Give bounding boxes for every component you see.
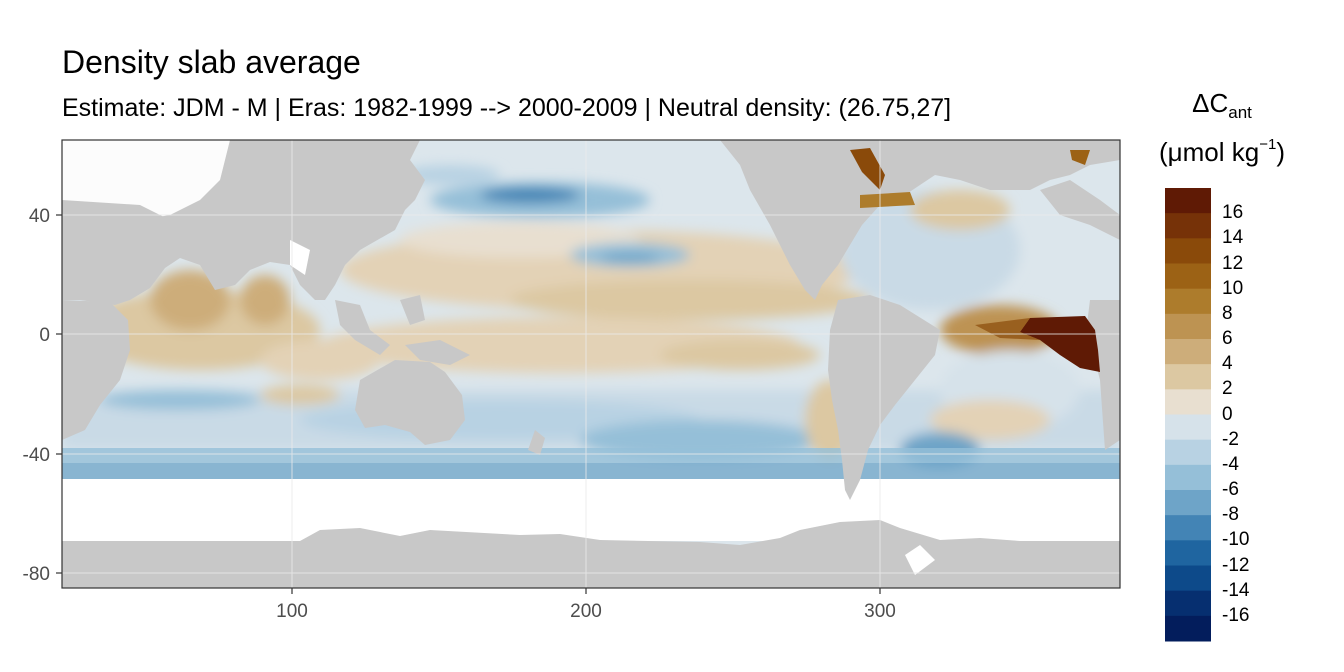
antarctica-landmass <box>62 520 1120 588</box>
legend-title-symbol: ΔC <box>1192 88 1229 118</box>
maritime-continent <box>335 300 390 355</box>
x-tick-label: 200 <box>570 601 602 622</box>
legend-label: -14 <box>1222 579 1250 601</box>
legend-label: 10 <box>1222 277 1244 299</box>
legend-swatch <box>1165 515 1211 541</box>
legend-swatch <box>1165 188 1211 214</box>
no-data-band <box>62 479 1120 541</box>
legend-swatch <box>1165 339 1211 365</box>
legend-swatch <box>1165 389 1211 415</box>
grid-lines <box>62 140 1120 588</box>
legend-label: 8 <box>1222 302 1233 324</box>
legend-label: 6 <box>1222 328 1233 349</box>
legend-swatch <box>1165 565 1211 592</box>
legend-swatch <box>1165 288 1211 315</box>
legend-swatch <box>1165 590 1211 617</box>
legend-label: -6 <box>1222 479 1239 500</box>
legend-swatch <box>1165 213 1211 239</box>
x-tick-label: 300 <box>864 601 896 622</box>
legend-swatch <box>1165 615 1211 642</box>
legend-label: 0 <box>1222 403 1233 425</box>
legend-unit-suffix: ) <box>1276 137 1285 167</box>
legend-label: -12 <box>1222 554 1250 576</box>
south-america-landmass <box>828 295 940 500</box>
legend-unit-superscript: −1 <box>1259 136 1277 153</box>
legend-label: 16 <box>1222 202 1244 224</box>
y-tick-label: -40 <box>23 445 50 466</box>
north-america-landmass <box>720 140 1120 300</box>
legend-label: -4 <box>1222 453 1239 475</box>
y-tick-label: 40 <box>29 206 50 227</box>
legend-swatch <box>1165 238 1211 264</box>
legend-label: -8 <box>1222 504 1239 526</box>
legend-label: 4 <box>1222 353 1233 375</box>
legend-label: -16 <box>1222 604 1250 626</box>
legend-swatch <box>1165 490 1211 516</box>
legend-label: -2 <box>1222 428 1239 450</box>
africa-landmass <box>62 300 130 440</box>
legend-swatch <box>1165 439 1211 466</box>
legend-colorbar <box>1165 188 1211 642</box>
legend-label: 12 <box>1222 252 1244 274</box>
legend-label: -10 <box>1222 529 1250 551</box>
legend-unit: (μmol kg−1) <box>1152 136 1292 168</box>
axis-ticks <box>56 214 881 594</box>
legend-swatch <box>1165 364 1211 390</box>
legend-swatch <box>1165 464 1211 491</box>
legend-swatch <box>1165 263 1211 290</box>
legend-swatch <box>1165 540 1211 566</box>
australia-landmass <box>355 360 465 445</box>
legend-title: ΔCant <box>1152 88 1292 123</box>
atlantic-hotspot <box>1020 316 1100 372</box>
y-tick-label: 0 <box>39 325 50 346</box>
plot-subtitle: Estimate: JDM - M | Eras: 1982-1999 --> … <box>62 94 952 122</box>
greenland-landmass <box>955 140 1040 175</box>
legend-swatch <box>1165 313 1211 340</box>
southern-ocean-band <box>62 448 1120 463</box>
legend-label: 2 <box>1222 378 1233 400</box>
legend-label: 14 <box>1222 227 1244 249</box>
panel-border <box>61 139 1121 589</box>
legend-title-subscript: ant <box>1228 103 1252 122</box>
legend-swatch <box>1165 414 1211 441</box>
plot-title: Density slab average <box>62 44 361 80</box>
legend-unit-prefix: (μmol kg <box>1159 137 1260 167</box>
x-tick-label: 100 <box>276 601 308 622</box>
y-tick-label: -80 <box>23 564 50 585</box>
